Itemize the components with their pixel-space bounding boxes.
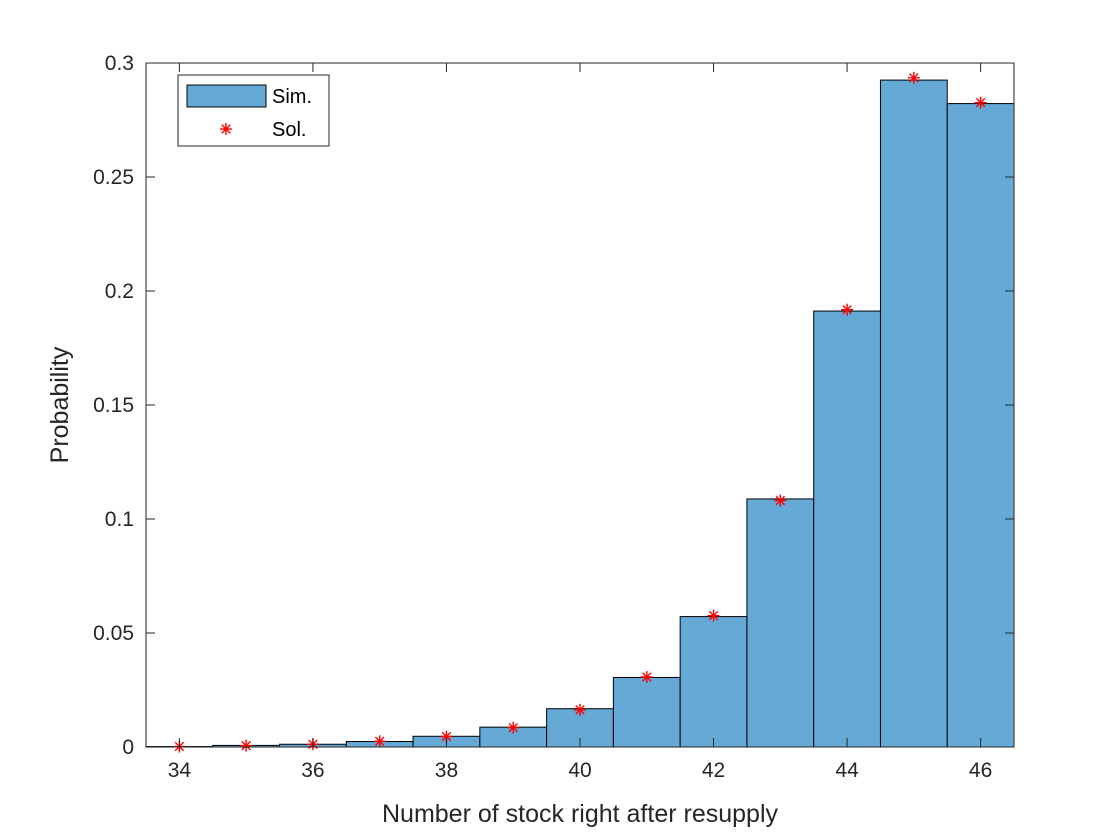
bar-44 — [813, 310, 881, 748]
bar-43 — [746, 498, 815, 748]
y-axis-label: Probability — [46, 346, 74, 463]
x-tick-label-36: 36 — [301, 759, 324, 782]
y-tick-label-0.05: 0.05 — [93, 622, 134, 645]
marker-46 — [974, 96, 987, 109]
y-tick-label-0.3: 0.3 — [105, 52, 134, 75]
legend-asterisk — [220, 123, 232, 135]
legend-label-sol: Sol. — [272, 119, 306, 141]
x-tick-label-46: 46 — [969, 759, 992, 782]
y-tick-label-0.1: 0.1 — [105, 508, 134, 531]
bar-45 — [879, 79, 948, 748]
bar-41 — [612, 676, 681, 748]
y-tick-label-0.15: 0.15 — [93, 394, 134, 417]
marker-40 — [574, 703, 586, 716]
legend-swatch-sim — [186, 84, 267, 108]
legend-label-sim: Sim. — [272, 86, 312, 108]
ticks-layer: 34 36 38 40 42 44 46 0 0.05 0.1 0.15 0.2 0.25 0.3 — [93, 52, 1014, 782]
marker-37 — [373, 735, 386, 748]
y-tick-label-0: 0 — [122, 736, 134, 759]
x-tick-label-34: 34 — [168, 759, 192, 782]
marker-38 — [440, 730, 453, 743]
marker-35 — [240, 739, 253, 752]
y-tick-label-0.25: 0.25 — [93, 166, 134, 189]
bar-42 — [679, 616, 748, 748]
x-tick-label-42: 42 — [702, 759, 725, 782]
marker-45 — [907, 71, 920, 84]
marker-42 — [707, 609, 720, 622]
bar-46 — [946, 103, 1015, 748]
marker-41 — [640, 671, 653, 684]
y-tick-label-0.2: 0.2 — [105, 280, 134, 303]
x-tick-label-40: 40 — [568, 759, 591, 782]
legend: Sim. Sol. — [177, 74, 330, 147]
x-tick-label-38: 38 — [435, 759, 458, 782]
bars-layer — [145, 79, 1015, 748]
x-axis-label: Number of stock right after resupply — [382, 800, 778, 828]
marker-43 — [774, 494, 787, 507]
marker-44 — [841, 303, 854, 316]
marker-39 — [507, 721, 520, 734]
x-tick-label-44: 44 — [835, 759, 859, 782]
legend-marker-sol — [220, 123, 232, 135]
